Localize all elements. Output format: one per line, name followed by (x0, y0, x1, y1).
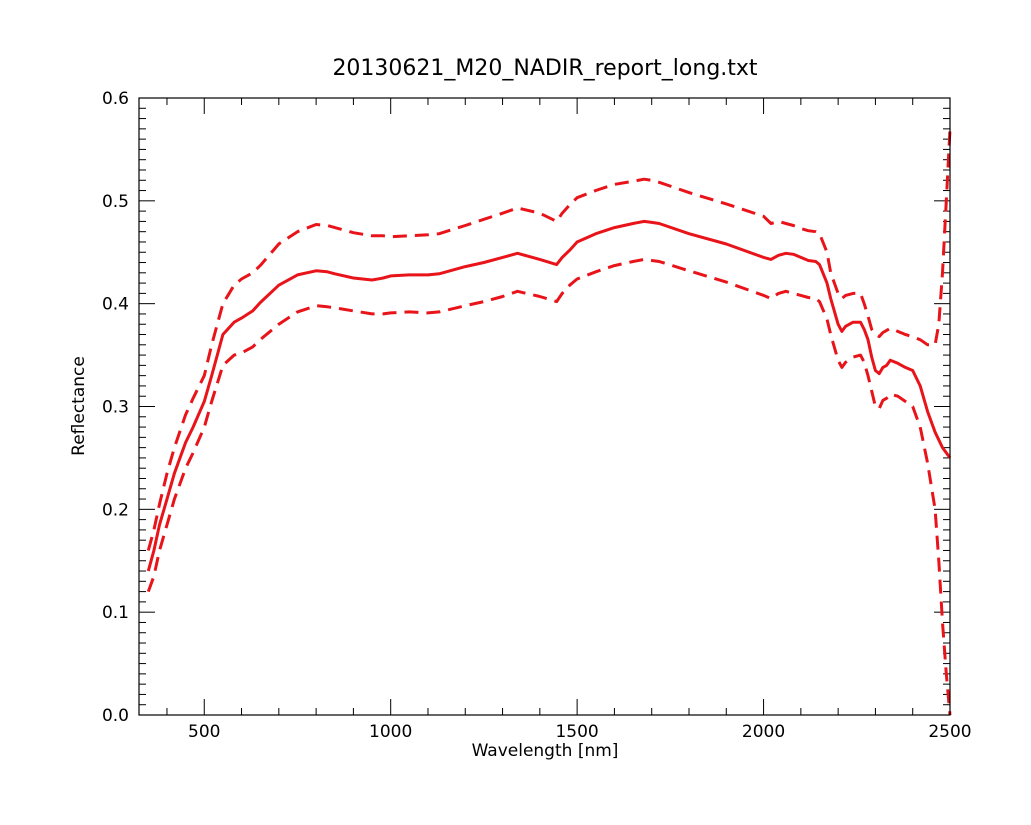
dashed-bound-line-2 (146, 257, 952, 716)
y-tick-label: 0.5 (102, 192, 129, 212)
axis-ticks (139, 97, 951, 716)
series-layer (146, 128, 952, 716)
x-tick-label: 500 (188, 722, 220, 742)
y-tick-label: 0.3 (102, 398, 129, 418)
axis-tick-labels: 500 1000 1500 2000 2500 0.0 0.1 0.2 0.3 0.4 0.5 0.6 (102, 89, 972, 742)
y-axis-label: Reflectance (69, 356, 89, 456)
chart-title: 20130621_M20_NADIR_report_long.txt (332, 56, 757, 81)
x-tick-label: 2000 (742, 722, 785, 742)
mean-reflectance-line (146, 219, 952, 572)
y-tick-label: 0.4 (102, 295, 129, 315)
plot-frame (138, 97, 951, 716)
y-tick-label: 0.2 (102, 500, 129, 520)
y-tick-label: 0.1 (102, 603, 129, 623)
x-tick-label: 2500 (928, 722, 971, 742)
x-tick-label: 1500 (555, 722, 598, 742)
dashed-bound-line-1 (146, 128, 952, 551)
y-tick-label: 0.0 (102, 706, 129, 726)
x-tick-label: 1000 (369, 722, 412, 742)
y-tick-label: 0.6 (102, 89, 129, 109)
x-axis-label: Wavelength [nm] (472, 741, 619, 761)
